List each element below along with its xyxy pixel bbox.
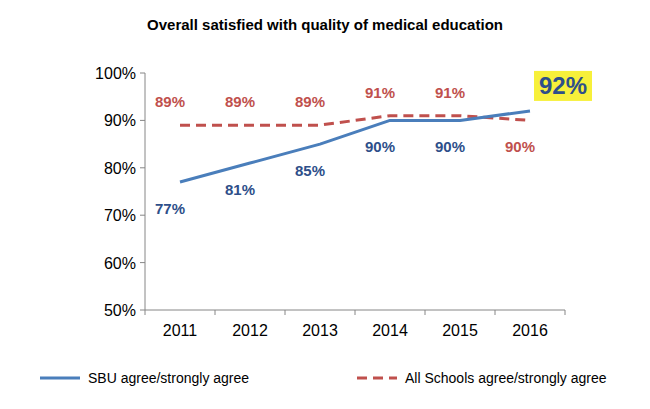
legend-label: All Schools agree/strongly agree xyxy=(405,370,607,386)
data-label: 85% xyxy=(295,162,325,179)
data-label: 91% xyxy=(435,84,465,101)
legend-label: SBU agree/strongly agree xyxy=(88,370,249,386)
plot-area xyxy=(180,111,530,182)
y-tick-label: 100% xyxy=(95,65,136,82)
x-tick xyxy=(145,310,146,315)
data-label: 89% xyxy=(225,93,255,110)
y-tick-label: 50% xyxy=(104,302,136,319)
series-line xyxy=(180,111,530,182)
data-label: 90% xyxy=(435,138,465,155)
y-tick xyxy=(140,73,145,74)
y-tick xyxy=(140,310,145,311)
y-tick xyxy=(140,120,145,121)
x-tick xyxy=(425,310,426,315)
x-tick xyxy=(495,310,496,315)
y-tick xyxy=(140,262,145,263)
x-tick xyxy=(215,310,216,315)
y-axis xyxy=(145,73,146,310)
y-tick-label: 80% xyxy=(104,160,136,177)
data-label: 90% xyxy=(505,138,535,155)
x-tick-label: 2014 xyxy=(372,322,408,339)
data-label: 89% xyxy=(295,93,325,110)
data-label: 89% xyxy=(155,93,185,110)
legend-swatch xyxy=(40,377,80,380)
data-label: 77% xyxy=(155,200,185,217)
x-tick-label: 2015 xyxy=(442,322,478,339)
x-tick-label: 2016 xyxy=(512,322,548,339)
x-tick xyxy=(285,310,286,315)
highlight-box xyxy=(534,71,592,101)
y-tick-label: 70% xyxy=(104,207,136,224)
y-tick xyxy=(140,215,145,216)
legend-swatch xyxy=(357,377,397,380)
y-tick-label: 60% xyxy=(104,255,136,272)
data-label: 91% xyxy=(365,84,395,101)
x-tick-label: 2011 xyxy=(163,322,198,339)
data-label: 90% xyxy=(365,138,395,155)
x-tick-label: 2013 xyxy=(302,322,338,339)
y-tick xyxy=(140,167,145,168)
data-label: 92% xyxy=(539,72,587,99)
x-tick xyxy=(355,310,356,315)
x-tick-label: 2012 xyxy=(232,322,268,339)
chart: Overall satisfied with quality of medica… xyxy=(0,0,650,409)
data-label: 81% xyxy=(225,181,255,198)
x-tick xyxy=(565,310,566,315)
title: Overall satisfied with quality of medica… xyxy=(147,16,503,33)
y-tick-label: 90% xyxy=(104,112,136,129)
